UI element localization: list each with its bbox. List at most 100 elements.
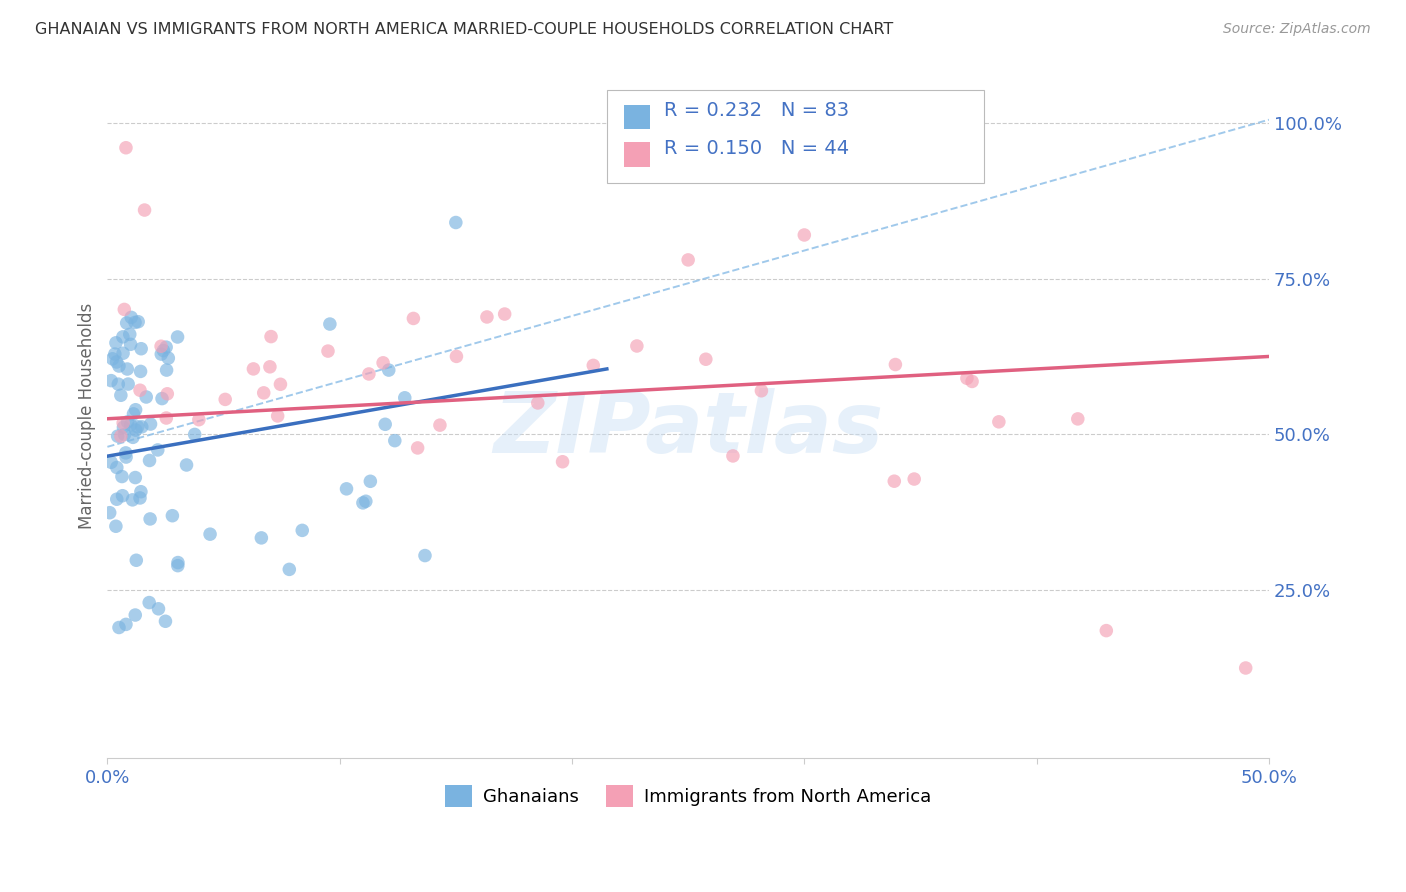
Point — [120, 337, 142, 351]
Point — [384, 434, 406, 448]
Point — [352, 496, 374, 510]
Point — [111, 489, 134, 503]
Point — [108, 620, 131, 634]
Point — [104, 347, 127, 361]
Point — [155, 411, 177, 425]
Point — [117, 377, 139, 392]
Point — [139, 417, 162, 431]
Point — [152, 343, 174, 358]
Point — [120, 310, 142, 325]
Point — [394, 391, 416, 405]
Point — [1234, 661, 1257, 675]
Point — [269, 377, 291, 392]
Point — [903, 472, 925, 486]
Text: R = 0.150   N = 44: R = 0.150 N = 44 — [664, 139, 849, 158]
Point — [155, 614, 177, 628]
Point — [107, 429, 129, 443]
Point — [319, 317, 342, 331]
Point — [124, 402, 146, 417]
Point — [167, 556, 190, 570]
Text: R = 0.232   N = 83: R = 0.232 N = 83 — [664, 101, 849, 120]
Point — [105, 355, 128, 369]
Point — [111, 330, 134, 344]
Point — [198, 527, 221, 541]
Point — [242, 362, 264, 376]
Point — [721, 449, 744, 463]
Point — [134, 202, 156, 217]
Point — [444, 215, 467, 229]
Point — [187, 412, 209, 426]
Point — [371, 356, 394, 370]
Point — [1067, 412, 1090, 426]
Point — [402, 311, 425, 326]
Point — [884, 358, 907, 372]
Point — [129, 484, 152, 499]
Point — [259, 359, 281, 374]
Point — [253, 385, 276, 400]
Point — [526, 396, 548, 410]
Point — [122, 407, 145, 421]
Point — [115, 141, 138, 155]
Point — [127, 315, 149, 329]
Point — [793, 227, 815, 242]
Point — [129, 364, 152, 378]
Point — [100, 455, 122, 469]
Point — [429, 418, 451, 433]
Point — [118, 327, 141, 342]
Point — [695, 352, 717, 367]
Bar — [624, 104, 650, 129]
Point — [112, 346, 135, 360]
Point — [551, 455, 574, 469]
Point — [98, 506, 121, 520]
Point — [183, 427, 205, 442]
Point — [105, 492, 128, 507]
Point — [250, 531, 273, 545]
Point — [105, 460, 128, 475]
Point — [129, 383, 152, 397]
Point — [104, 335, 127, 350]
Point — [117, 415, 139, 429]
Point — [112, 302, 135, 317]
Point — [146, 442, 169, 457]
Point — [987, 415, 1010, 429]
Point — [335, 482, 357, 496]
Point — [135, 390, 157, 404]
Point — [117, 362, 139, 376]
Point — [127, 419, 149, 434]
Point — [115, 316, 138, 330]
Point — [112, 420, 135, 434]
Point — [155, 363, 177, 377]
Point — [138, 596, 160, 610]
Point — [121, 492, 143, 507]
Point — [883, 474, 905, 488]
Text: Source: ZipAtlas.com: Source: ZipAtlas.com — [1223, 22, 1371, 37]
Point — [266, 409, 288, 423]
Point — [124, 470, 146, 484]
Point — [291, 524, 314, 538]
Legend: Ghanaians, Immigrants from North America: Ghanaians, Immigrants from North America — [437, 778, 938, 814]
Point — [110, 388, 132, 402]
Y-axis label: Married-couple Households: Married-couple Households — [79, 302, 96, 529]
Point — [129, 491, 152, 505]
Point — [166, 558, 188, 573]
Point — [111, 469, 134, 483]
Point — [129, 342, 152, 356]
Point — [139, 512, 162, 526]
Point — [156, 386, 179, 401]
Point — [357, 367, 380, 381]
Point — [120, 417, 142, 432]
Point — [114, 446, 136, 460]
Point — [626, 339, 648, 353]
Point — [125, 553, 148, 567]
Point — [112, 416, 135, 430]
Text: GHANAIAN VS IMMIGRANTS FROM NORTH AMERICA MARRIED-COUPLE HOUSEHOLDS CORRELATION : GHANAIAN VS IMMIGRANTS FROM NORTH AMERIC… — [35, 22, 893, 37]
Point — [104, 519, 127, 533]
Point — [214, 392, 236, 407]
Point — [108, 359, 131, 373]
Point — [150, 347, 173, 361]
Point — [413, 549, 436, 563]
Bar — [624, 142, 650, 167]
Point — [148, 602, 170, 616]
Point — [960, 375, 983, 389]
Point — [176, 458, 198, 472]
